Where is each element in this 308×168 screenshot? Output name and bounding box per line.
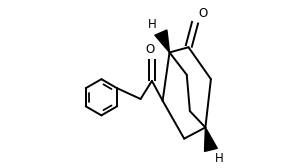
- Text: O: O: [145, 43, 155, 56]
- Text: O: O: [198, 7, 208, 20]
- Polygon shape: [205, 128, 217, 151]
- Polygon shape: [155, 30, 169, 52]
- Text: H: H: [215, 152, 223, 165]
- Text: H: H: [148, 18, 157, 31]
